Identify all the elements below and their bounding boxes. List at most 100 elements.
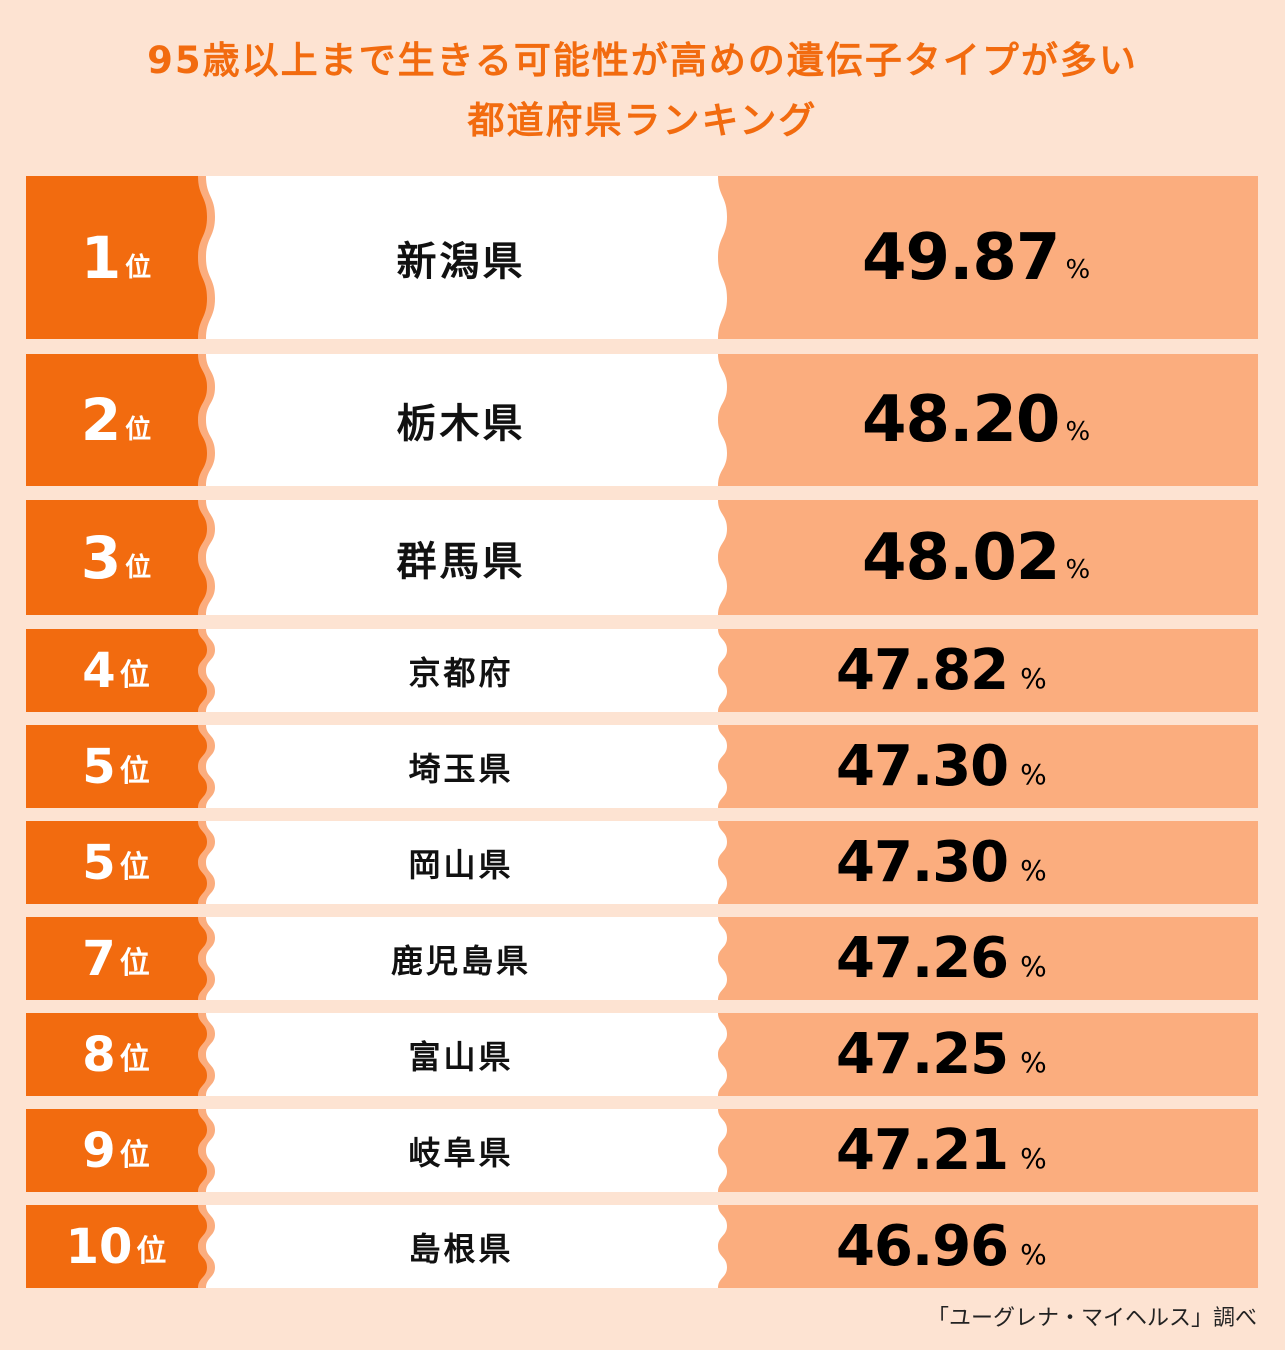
table-row: 5 位 岡山県 47.30% xyxy=(26,821,1258,904)
rank-suffix: 位 xyxy=(119,945,150,981)
rank-suffix: 位 xyxy=(119,1041,150,1077)
rank-number: 10 xyxy=(65,1218,133,1275)
value-unit: % xyxy=(1020,853,1047,887)
value-unit: % xyxy=(1020,949,1047,983)
value-label: 47.26% xyxy=(836,917,1047,1000)
value-label: 47.30% xyxy=(836,725,1047,808)
prefecture-cell-bg xyxy=(206,1013,727,1096)
prefecture-cell-bg xyxy=(206,629,727,712)
value-label: 47.30% xyxy=(836,821,1047,904)
rank-number: 7 xyxy=(82,930,116,987)
table-row: 10 位 島根県 46.96% xyxy=(26,1205,1258,1288)
chart-title-line2: 都道府県ランキング xyxy=(467,99,818,142)
prefecture-cell-bg xyxy=(206,1109,727,1192)
table-row: 1 位 新潟県 49.87% xyxy=(26,176,1258,339)
prefecture-cell-bg xyxy=(206,176,727,339)
rank-cell-bg xyxy=(26,1013,207,1096)
row-shapes xyxy=(26,725,727,808)
prefecture-cell-bg xyxy=(206,1205,727,1288)
table-row: 5 位 埼玉県 47.30% xyxy=(26,725,1258,808)
rank-number: 5 xyxy=(82,738,116,795)
rank-suffix: 位 xyxy=(136,1233,167,1269)
rank-suffix: 位 xyxy=(125,415,152,445)
rank-cell-bg xyxy=(26,821,207,904)
value-number: 49.87 xyxy=(862,220,1060,295)
prefecture-cell-bg xyxy=(206,821,727,904)
value-number: 47.30 xyxy=(836,733,1009,799)
rank-cell-bg xyxy=(26,354,207,486)
row-shapes xyxy=(26,821,727,904)
prefecture-name: 島根県 xyxy=(408,1229,514,1268)
rank-suffix: 位 xyxy=(119,753,150,789)
value-number: 47.30 xyxy=(836,829,1009,895)
rank-number: 4 xyxy=(82,642,116,699)
rank-suffix: 位 xyxy=(125,252,152,283)
value-unit: % xyxy=(1020,1045,1047,1079)
value-number: 47.25 xyxy=(836,1021,1009,1087)
prefecture-name: 鹿児島県 xyxy=(390,941,531,980)
row-shapes xyxy=(26,500,727,615)
rank-cell-bg xyxy=(26,176,207,339)
rank-number: 3 xyxy=(80,523,122,592)
row-shapes xyxy=(26,1109,727,1192)
rank-number: 8 xyxy=(82,1026,116,1083)
value-label: 46.96% xyxy=(836,1205,1047,1288)
prefecture-cell-bg xyxy=(206,354,727,486)
rank-cell-bg xyxy=(26,725,207,808)
rank-cell-bg xyxy=(26,629,207,712)
prefecture-cell-bg xyxy=(206,917,727,1000)
value-number: 47.26 xyxy=(836,925,1009,991)
prefecture-name: 新潟県 xyxy=(396,238,526,285)
row-shapes xyxy=(26,1013,727,1096)
prefecture-cell-bg xyxy=(206,500,727,615)
table-row: 7 位 鹿児島県 47.26% xyxy=(26,917,1258,1000)
rank-number: 9 xyxy=(82,1122,116,1179)
value-number: 47.21 xyxy=(836,1117,1009,1183)
row-shapes xyxy=(26,176,727,339)
rank-cell-bg xyxy=(26,917,207,1000)
rank-suffix: 位 xyxy=(119,1137,150,1173)
row-shapes xyxy=(26,629,727,712)
value-label: 47.25% xyxy=(836,1013,1047,1096)
value-number: 48.02 xyxy=(862,520,1060,595)
value-number: 48.20 xyxy=(862,383,1060,457)
prefecture-name: 岡山県 xyxy=(408,845,514,884)
value-label: 48.20% xyxy=(862,354,1090,486)
value-unit: % xyxy=(1065,254,1091,285)
chart-title-line1: 95歳以上まで生きる可能性が高めの遺伝子タイプが多い xyxy=(147,39,1138,82)
value-number: 46.96 xyxy=(836,1213,1009,1279)
prefecture-name: 富山県 xyxy=(408,1037,514,1076)
source-note: 「ユーグレナ・マイヘルス」調べ xyxy=(926,1306,1257,1331)
value-unit: % xyxy=(1020,1141,1047,1175)
rank-label: 10 位 xyxy=(26,1205,206,1288)
value-label: 48.02% xyxy=(862,500,1090,615)
row-shapes xyxy=(26,917,727,1000)
rank-cell-bg xyxy=(26,500,207,615)
rank-cell-bg xyxy=(26,1109,207,1192)
rank-suffix: 位 xyxy=(119,657,150,693)
prefecture-name: 栃木県 xyxy=(396,401,526,447)
table-row: 8 位 富山県 47.25% xyxy=(26,1013,1258,1096)
prefecture-name: 埼玉県 xyxy=(408,749,514,788)
prefecture-name: 岐阜県 xyxy=(408,1133,514,1172)
value-label: 47.21% xyxy=(836,1109,1047,1192)
value-unit: % xyxy=(1020,1237,1047,1271)
prefecture-cell-bg xyxy=(206,725,727,808)
row-shapes xyxy=(26,354,727,486)
rank-number: 2 xyxy=(80,386,122,454)
rank-number: 1 xyxy=(80,223,122,292)
value-label: 47.82% xyxy=(836,629,1047,712)
value-number: 47.82 xyxy=(836,637,1009,703)
value-label: 49.87% xyxy=(862,176,1090,339)
rank-suffix: 位 xyxy=(125,552,152,583)
rank-number: 5 xyxy=(82,834,116,891)
table-row: 9 位 岐阜県 47.21% xyxy=(26,1109,1258,1192)
value-unit: % xyxy=(1020,661,1047,695)
